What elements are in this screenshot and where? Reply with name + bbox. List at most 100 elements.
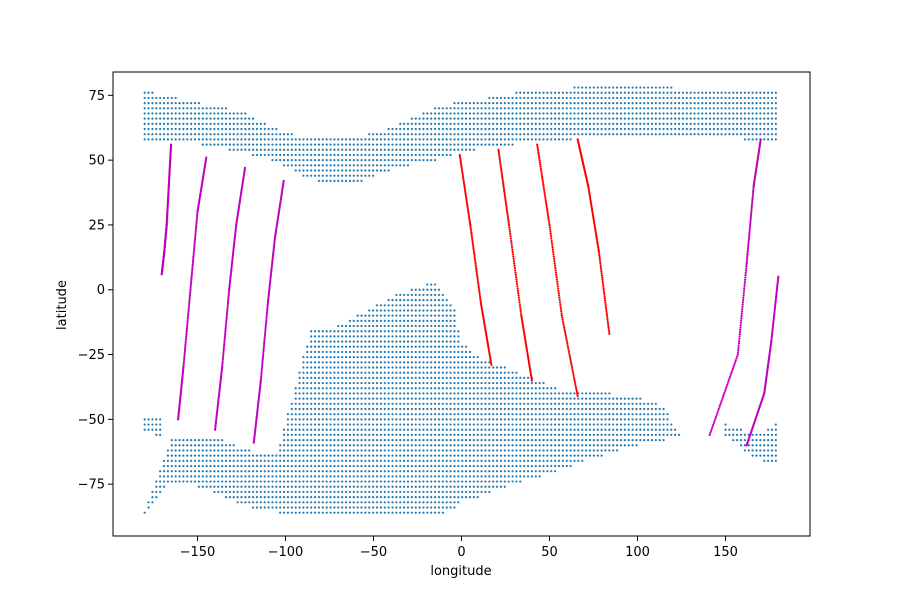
land-point — [530, 117, 534, 120]
land-point — [515, 459, 518, 462]
land-point — [298, 423, 301, 426]
land-point — [705, 107, 708, 110]
land-point — [271, 148, 274, 151]
land-point — [554, 102, 557, 105]
land-point — [608, 438, 611, 442]
land-point — [449, 387, 452, 390]
land-point — [437, 117, 441, 120]
land-point — [232, 143, 235, 146]
land-point — [546, 444, 549, 447]
land-point — [488, 402, 491, 405]
land-point — [282, 153, 286, 157]
land-point — [387, 444, 390, 447]
land-point — [166, 454, 170, 457]
land-point — [457, 335, 460, 338]
land-point — [604, 107, 607, 110]
land-point — [457, 444, 460, 447]
land-point — [476, 107, 479, 110]
land-point — [395, 501, 398, 504]
land-point — [190, 122, 193, 125]
land-point — [406, 143, 410, 146]
land-point — [426, 470, 429, 473]
land-point — [383, 335, 386, 338]
land-point — [573, 107, 576, 110]
land-point — [348, 485, 352, 488]
land-point — [530, 444, 534, 447]
land-point — [596, 392, 599, 395]
land-point — [193, 480, 197, 483]
land-point — [573, 454, 576, 457]
land-point — [186, 127, 189, 131]
land-point — [472, 459, 475, 462]
land-point — [395, 153, 398, 157]
land-point — [313, 444, 317, 447]
land-point — [302, 407, 305, 411]
land-point — [325, 490, 328, 494]
land-point — [209, 122, 212, 125]
land-point — [255, 490, 259, 494]
land-point — [689, 122, 692, 125]
land-point — [557, 392, 561, 395]
track-point — [183, 350, 186, 354]
land-point — [302, 454, 305, 457]
land-point — [170, 480, 173, 483]
land-point — [387, 402, 390, 405]
land-point — [193, 454, 197, 457]
land-point — [294, 506, 297, 509]
land-point — [379, 361, 382, 364]
land-point — [441, 319, 444, 322]
land-point — [236, 454, 239, 457]
land-point — [221, 127, 224, 131]
land-point — [209, 143, 212, 146]
land-point — [414, 407, 417, 411]
land-point — [588, 133, 592, 136]
land-point — [619, 433, 623, 437]
land-point — [414, 361, 417, 364]
land-point — [197, 107, 200, 110]
land-point — [317, 143, 321, 146]
land-point — [519, 376, 522, 379]
land-point — [344, 397, 348, 400]
land-point — [472, 454, 475, 457]
track-point — [190, 276, 193, 280]
land-point — [747, 138, 750, 141]
land-point — [325, 153, 328, 157]
land-point — [480, 449, 483, 452]
land-point — [720, 96, 723, 100]
land-point — [232, 444, 235, 447]
land-point — [403, 501, 406, 504]
land-point — [333, 361, 336, 364]
land-point — [542, 464, 545, 468]
land-point — [201, 438, 204, 442]
land-point — [310, 418, 313, 421]
land-point — [441, 402, 444, 405]
land-point — [495, 107, 499, 110]
track-point — [223, 335, 227, 338]
land-point — [399, 143, 402, 146]
land-point — [375, 169, 379, 172]
land-point — [519, 407, 522, 411]
land-point — [453, 402, 456, 405]
land-point — [348, 402, 352, 405]
land-point — [348, 480, 352, 483]
land-point — [523, 454, 526, 457]
land-point — [526, 397, 530, 400]
land-point — [705, 102, 708, 105]
land-point — [716, 127, 719, 131]
land-point — [182, 480, 185, 483]
land-point — [201, 112, 204, 115]
land-point — [290, 138, 293, 141]
land-point — [565, 413, 568, 416]
land-point — [561, 438, 564, 442]
land-point — [333, 174, 336, 177]
land-point — [538, 454, 541, 457]
land-point — [674, 96, 677, 100]
land-point — [395, 397, 398, 400]
land-point — [441, 480, 444, 483]
land-point — [480, 127, 483, 131]
land-point — [426, 299, 429, 302]
land-point — [286, 475, 290, 478]
land-point — [414, 117, 417, 120]
land-point — [290, 464, 293, 468]
land-point — [232, 112, 235, 115]
